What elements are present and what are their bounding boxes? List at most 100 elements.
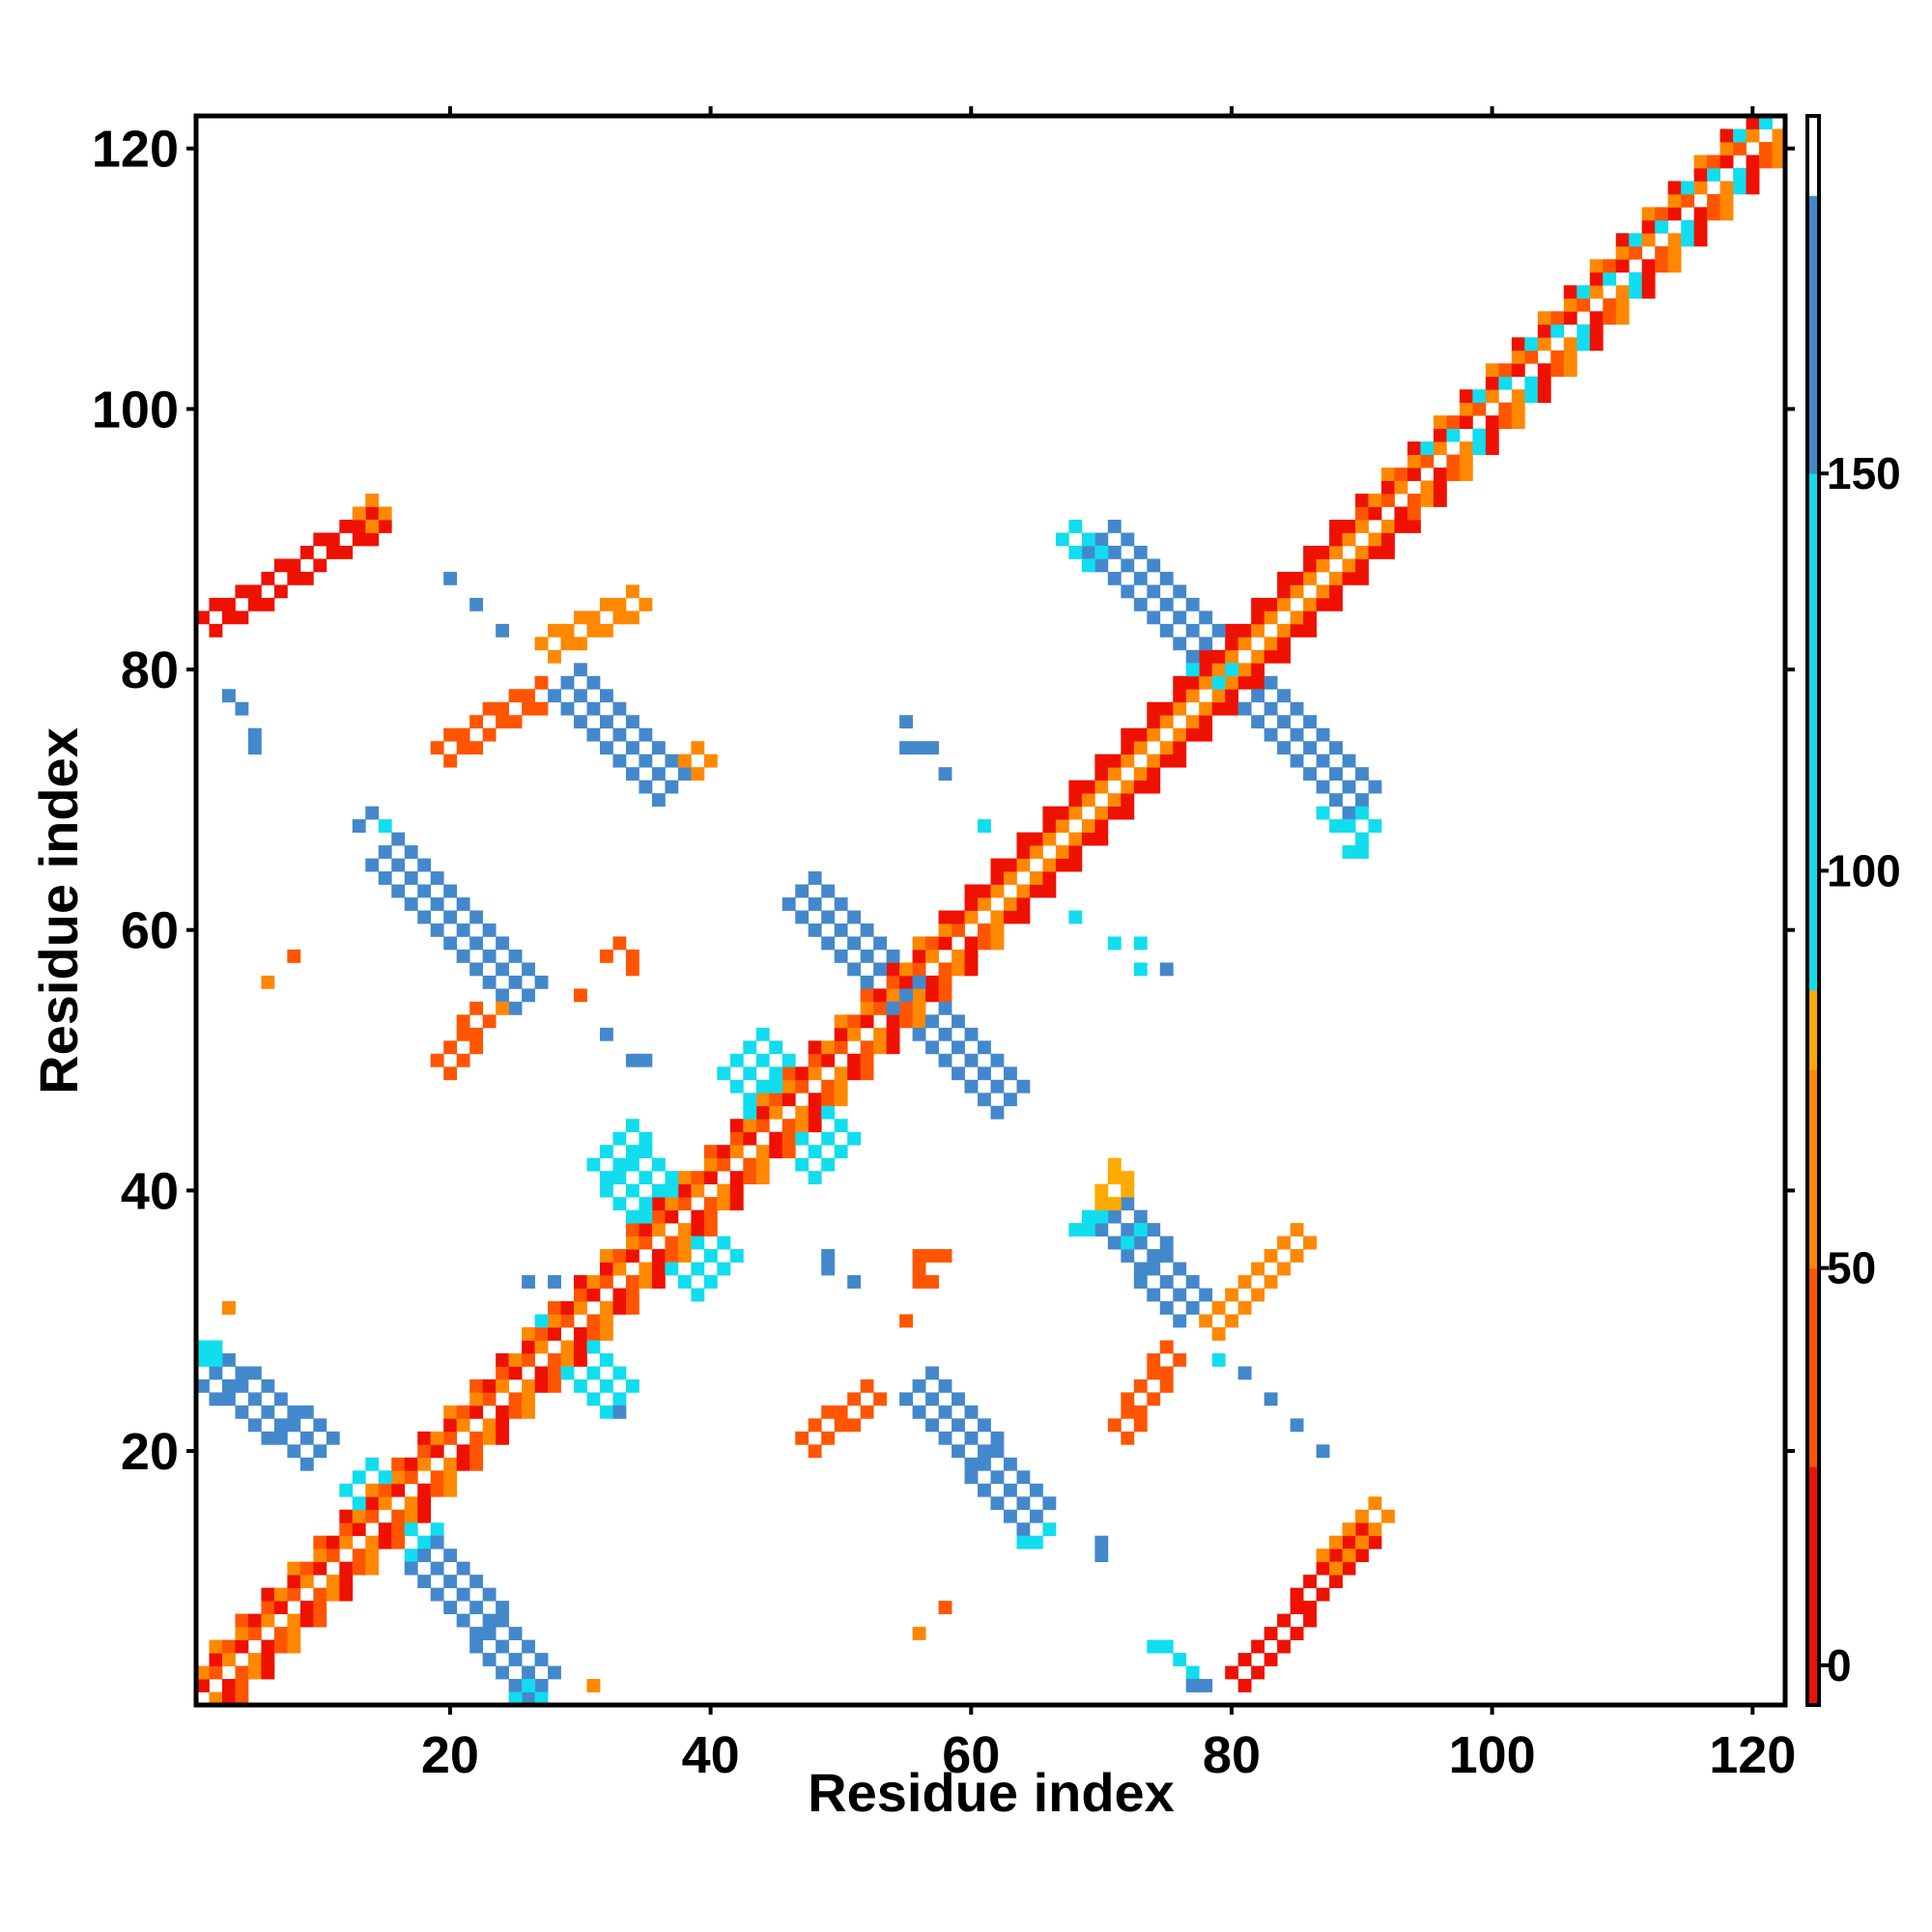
heatmap-cell <box>978 1444 991 1459</box>
heatmap-cell <box>938 1431 952 1445</box>
heatmap-cell <box>365 519 380 533</box>
heatmap-cell <box>1225 1665 1239 1680</box>
heatmap-cell <box>326 1548 340 1563</box>
heatmap-cell <box>1199 675 1213 690</box>
heatmap-cell <box>196 1340 210 1354</box>
heatmap-cell <box>209 1653 223 1666</box>
heatmap-cell <box>404 897 418 911</box>
heatmap-cell <box>599 1314 613 1328</box>
heatmap-cell <box>847 936 862 951</box>
heatmap-cell <box>469 1392 484 1406</box>
heatmap-cell <box>1707 167 1720 182</box>
heatmap-cell <box>1655 207 1669 221</box>
heatmap-cell <box>548 1352 561 1367</box>
heatmap-cell <box>912 949 926 963</box>
heatmap-cell <box>703 1209 718 1224</box>
heatmap-cell <box>1615 298 1630 312</box>
heatmap-cell <box>938 767 952 781</box>
heatmap-cell <box>691 1288 705 1302</box>
heatmap-cell <box>1159 1236 1174 1250</box>
heatmap-cell <box>299 1601 314 1615</box>
heatmap-cell <box>1185 1665 1200 1680</box>
heatmap-cell <box>1159 1249 1174 1263</box>
heatmap-cell <box>456 897 470 911</box>
heatmap-cell <box>1472 389 1487 404</box>
heatmap-cell <box>196 611 210 625</box>
heatmap-cell <box>261 1665 275 1680</box>
heatmap-cell <box>352 1548 366 1563</box>
heatmap-cell <box>612 1249 627 1263</box>
heatmap-cell <box>1368 532 1382 547</box>
heatmap-cell <box>1121 806 1135 820</box>
heatmap-cell <box>1303 623 1317 638</box>
heatmap-cell <box>496 1601 509 1615</box>
heatmap-cell <box>743 1131 757 1146</box>
heatmap-cell <box>1159 1366 1174 1380</box>
heatmap-cell <box>1003 1066 1017 1081</box>
heatmap-cell <box>482 701 497 716</box>
heatmap-cell <box>508 1653 523 1666</box>
heatmap-cell <box>1147 1352 1161 1367</box>
heatmap-cell <box>599 715 613 729</box>
heatmap-cell <box>1121 1183 1135 1198</box>
heatmap-cell <box>1524 376 1539 390</box>
heatmap-cell <box>1342 571 1356 585</box>
heatmap-cell <box>808 1093 822 1107</box>
heatmap-cell <box>522 962 535 977</box>
heatmap-cell <box>548 1275 561 1289</box>
heatmap-cell <box>769 1145 783 1159</box>
heatmap-cell <box>952 910 965 924</box>
heatmap-cell <box>508 1352 523 1367</box>
heatmap-cell <box>1394 468 1408 481</box>
heatmap-cell <box>1147 1223 1161 1236</box>
heatmap-cell <box>964 1027 979 1041</box>
heatmap-cell <box>834 949 848 963</box>
heatmap-cell <box>612 1366 627 1380</box>
heatmap-cell <box>860 988 874 1003</box>
heatmap-cell <box>1368 506 1382 521</box>
heatmap-cell <box>1381 1509 1395 1523</box>
heatmap-cell <box>1121 1236 1135 1250</box>
heatmap-cell <box>261 1378 275 1393</box>
heatmap-cell <box>743 1093 757 1107</box>
heatmap-cell <box>417 1535 432 1549</box>
heatmap-cell <box>496 1405 509 1419</box>
heatmap-cell <box>1355 767 1369 781</box>
heatmap-cell <box>1277 584 1292 599</box>
heatmap-cell <box>469 715 484 729</box>
heatmap-cell <box>496 1665 509 1680</box>
heatmap-cell <box>548 623 561 638</box>
heatmap-cell <box>729 1249 744 1263</box>
heatmap-cell <box>496 1639 509 1654</box>
heatmap-cell <box>625 1249 639 1263</box>
heatmap-cell <box>1524 350 1539 364</box>
heatmap-cell <box>1121 1392 1135 1406</box>
heatmap-cell <box>899 715 913 729</box>
heatmap-cell <box>1199 637 1213 651</box>
plot-frame <box>193 113 1788 1708</box>
heatmap-cell <box>365 1457 380 1471</box>
heatmap-cell <box>469 910 484 924</box>
heatmap-cell <box>391 1470 406 1485</box>
heatmap-cell <box>821 1405 836 1419</box>
heatmap-cell <box>743 1119 757 1133</box>
heatmap-cell <box>612 701 627 716</box>
heatmap-cell <box>1368 1522 1382 1537</box>
heatmap-cell <box>1042 819 1057 833</box>
heatmap-cell <box>1159 753 1174 768</box>
heatmap-cell <box>952 949 965 963</box>
heatmap-cell <box>665 1262 679 1276</box>
heatmap-cell <box>925 741 939 755</box>
heatmap-cell <box>834 1079 848 1094</box>
heatmap-cell <box>273 558 288 573</box>
heatmap-cell <box>808 1066 822 1081</box>
heatmap-cell <box>625 1183 639 1198</box>
heatmap-cell <box>352 1509 366 1523</box>
heatmap-cell <box>912 1275 926 1289</box>
heatmap-cell <box>221 1301 236 1315</box>
heatmap-cell <box>247 1627 262 1640</box>
heatmap-cell <box>443 910 458 924</box>
heatmap-cell <box>743 1157 757 1172</box>
heatmap-cell <box>808 1119 822 1133</box>
heatmap-cell <box>781 1131 796 1146</box>
